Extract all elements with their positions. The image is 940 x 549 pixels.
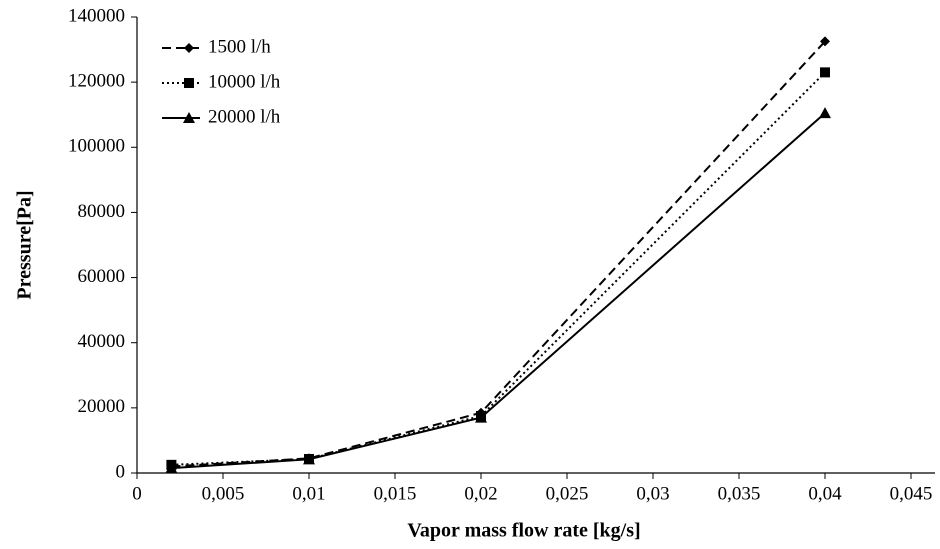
legend-label: 1500 l/h — [208, 36, 271, 57]
marker-triangle — [165, 462, 178, 474]
x-tick-label: 0,02 — [464, 483, 497, 504]
x-tick-label: 0,04 — [808, 483, 842, 504]
x-tick-label: 0 — [132, 483, 142, 504]
x-tick-label: 0,025 — [546, 483, 589, 504]
y-tick-label: 60000 — [78, 266, 126, 287]
x-tick-label: 0,045 — [890, 483, 933, 504]
marker-diamond — [820, 36, 830, 47]
legend-label: 10000 l/h — [208, 71, 281, 92]
x-tick-label: 0,015 — [374, 483, 417, 504]
y-tick-label: 0 — [116, 461, 126, 482]
y-tick-label: 120000 — [68, 71, 125, 92]
series-line — [171, 40, 826, 468]
y-axis-title: Pressure[Pa] — [14, 190, 36, 299]
series-line — [171, 71, 826, 466]
marker-square — [184, 78, 194, 88]
marker-triangle — [475, 411, 487, 423]
y-tick-label: 140000 — [68, 5, 125, 26]
marker-triangle — [183, 112, 195, 123]
y-tick-label: 100000 — [68, 136, 125, 157]
legend-label: 20000 l/h — [208, 106, 281, 127]
x-axis-title: Vapor mass flow rate [kg/s] — [407, 520, 640, 542]
marker-square — [820, 67, 830, 78]
x-tick-label: 0,005 — [202, 483, 245, 504]
marker-triangle — [819, 107, 831, 119]
y-tick-label: 80000 — [78, 201, 126, 222]
series-line — [171, 112, 826, 470]
y-tick-label: 40000 — [78, 331, 126, 352]
x-tick-label: 0,035 — [718, 483, 761, 504]
x-tick-label: 0,01 — [292, 483, 325, 504]
marker-diamond — [184, 43, 194, 53]
x-tick-label: 0,03 — [636, 483, 669, 504]
marker-triangle — [303, 453, 315, 465]
y-tick-label: 20000 — [78, 396, 126, 417]
